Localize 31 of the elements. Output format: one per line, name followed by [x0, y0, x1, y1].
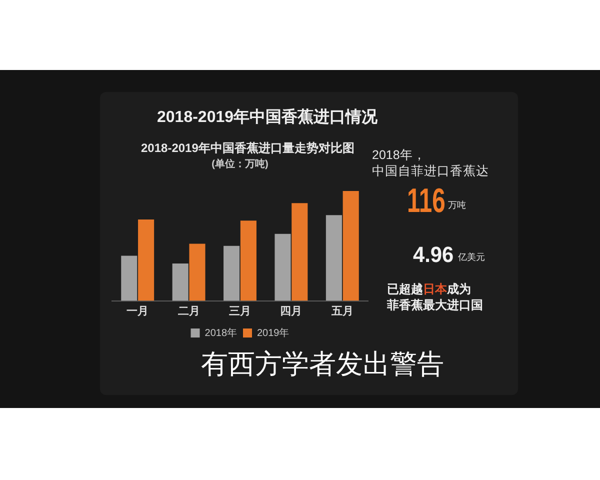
chart-subtitle: 2018-2019年中国香蕉进口量走势对比图 [141, 140, 354, 157]
bar [121, 256, 138, 301]
text: 万吨 [448, 199, 466, 211]
x-tick-label: 三月 [229, 305, 251, 318]
text: 2018年， [372, 147, 426, 163]
text: 4.96 [413, 242, 454, 267]
text: 成为 [447, 281, 471, 298]
bar [326, 215, 342, 301]
text: 中国自菲进口香蕉达 [372, 163, 489, 179]
legend-label: 2018年 [204, 326, 238, 339]
bar [138, 220, 154, 301]
legend-label: 2019年 [257, 326, 290, 339]
x-tick-label: 一月 [126, 305, 149, 318]
bar [224, 246, 240, 301]
x-tick-label: 五月 [330, 305, 354, 318]
x-tick-label: 四月 [280, 305, 302, 318]
text: 亿美元 [458, 251, 485, 263]
bar [342, 191, 359, 301]
bar [172, 263, 188, 301]
bar [240, 220, 256, 301]
text: 已超越 [387, 281, 423, 298]
bar [274, 234, 291, 301]
text: 有西方学者发出警告 [201, 348, 444, 380]
x-tick-label: 二月 [178, 305, 200, 318]
chart-title: 2018-2019年中国香蕉进口情况 [157, 107, 378, 128]
text: (单位：万吨) [210, 158, 270, 171]
bar [189, 244, 206, 301]
text: 日本 [423, 281, 447, 298]
text: 菲香蕉最大进口国 [387, 297, 483, 314]
bar [292, 203, 308, 301]
text: 116 [407, 182, 446, 220]
